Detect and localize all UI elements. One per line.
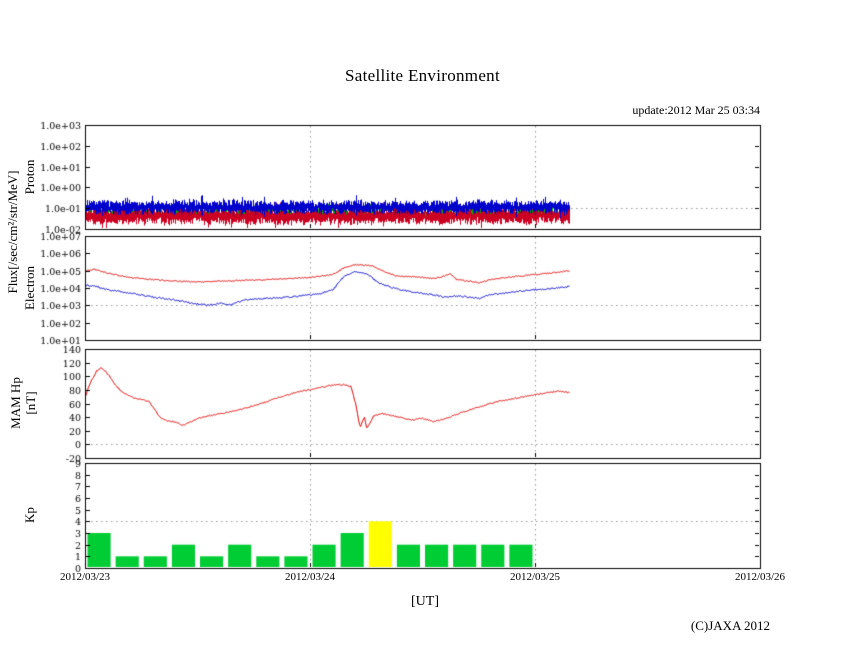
- page-title: Satellite Environment: [344, 66, 501, 85]
- x-tick-label-day4: 2012/03/26: [734, 571, 786, 583]
- flux-axis-label: Flux[/sec/cm²/str/MeV]: [5, 170, 20, 294]
- kp-axis-label: Kp: [22, 507, 37, 523]
- x-tick-label-day3: 2012/03/25: [509, 571, 561, 583]
- x-tick-label-day2: 2012/03/24: [284, 571, 336, 583]
- x-tick-label-day1: 2012/03/23: [59, 571, 111, 583]
- mam-hp-axis-label: MAM Hp [nT]: [8, 348, 38, 458]
- mam-hp-axis-label-line2: [nT]: [23, 391, 38, 415]
- copyright-label: (C)JAXA 2012: [690, 618, 770, 633]
- update-timestamp: update:2012 Mar 25 03:34: [632, 103, 760, 117]
- proton-axis-label: Proton: [22, 159, 37, 195]
- x-axis-unit-label: [UT]: [411, 594, 439, 609]
- mam-hp-axis-label-line1: MAM Hp: [8, 377, 23, 429]
- electron-axis-label: Electron: [22, 265, 37, 311]
